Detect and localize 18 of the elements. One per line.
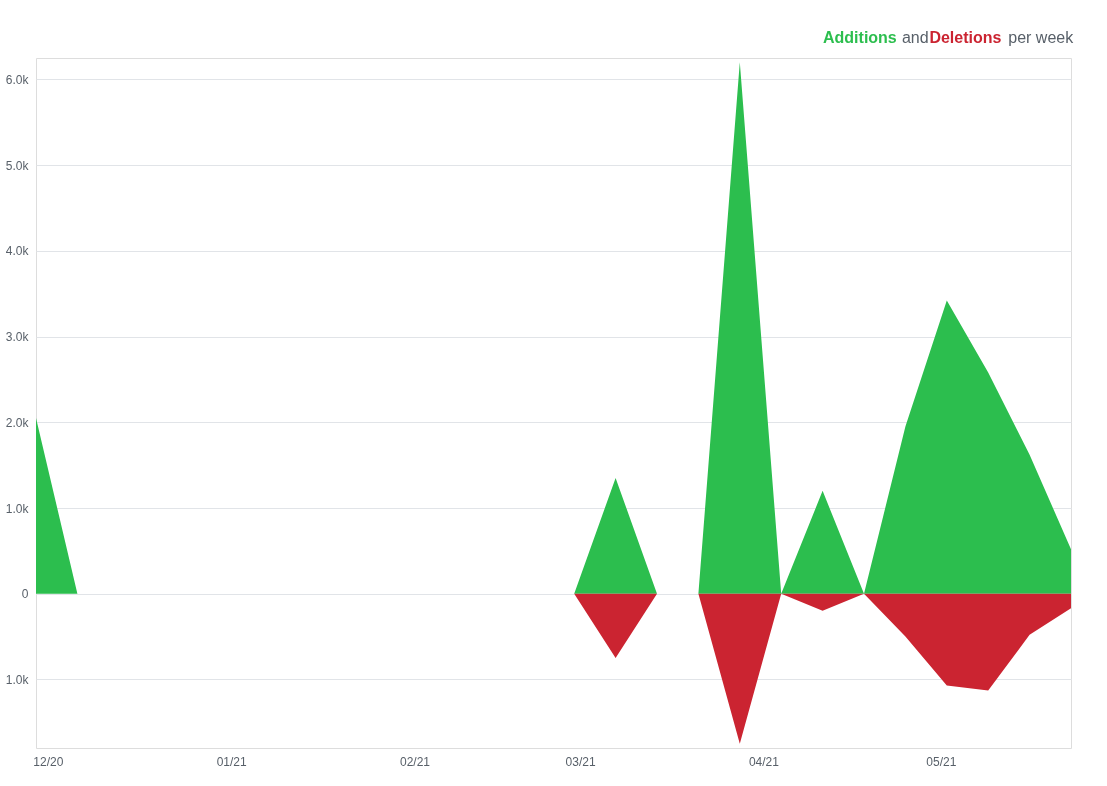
text: and — [901, 29, 929, 46]
x-tick-label: 01/21 — [216, 754, 248, 769]
x-tick-label: 02/21 — [400, 754, 431, 769]
y-tick-label: 4.0k — [5, 244, 30, 259]
y-tick-label: 0 — [21, 587, 29, 602]
x-tick-label: 03/21 — [565, 754, 596, 769]
x-tick-label: 05/21 — [926, 754, 957, 769]
y-tick-label: 3.0k — [5, 330, 30, 345]
text: per week — [1008, 29, 1075, 46]
y-tick-label: 2.0k — [5, 415, 30, 430]
text: Additions — [823, 29, 897, 46]
x-tick-label: 12/20 — [33, 754, 64, 769]
y-tick-label: 5.0k — [5, 158, 30, 173]
x-tick-label: 04/21 — [748, 754, 780, 769]
text: Deletions — [929, 29, 1002, 46]
y-tick-label: 1.0k — [5, 672, 30, 687]
y-tick-label: 6.0k — [5, 72, 30, 87]
y-tick-label: 1.0k — [5, 501, 30, 516]
